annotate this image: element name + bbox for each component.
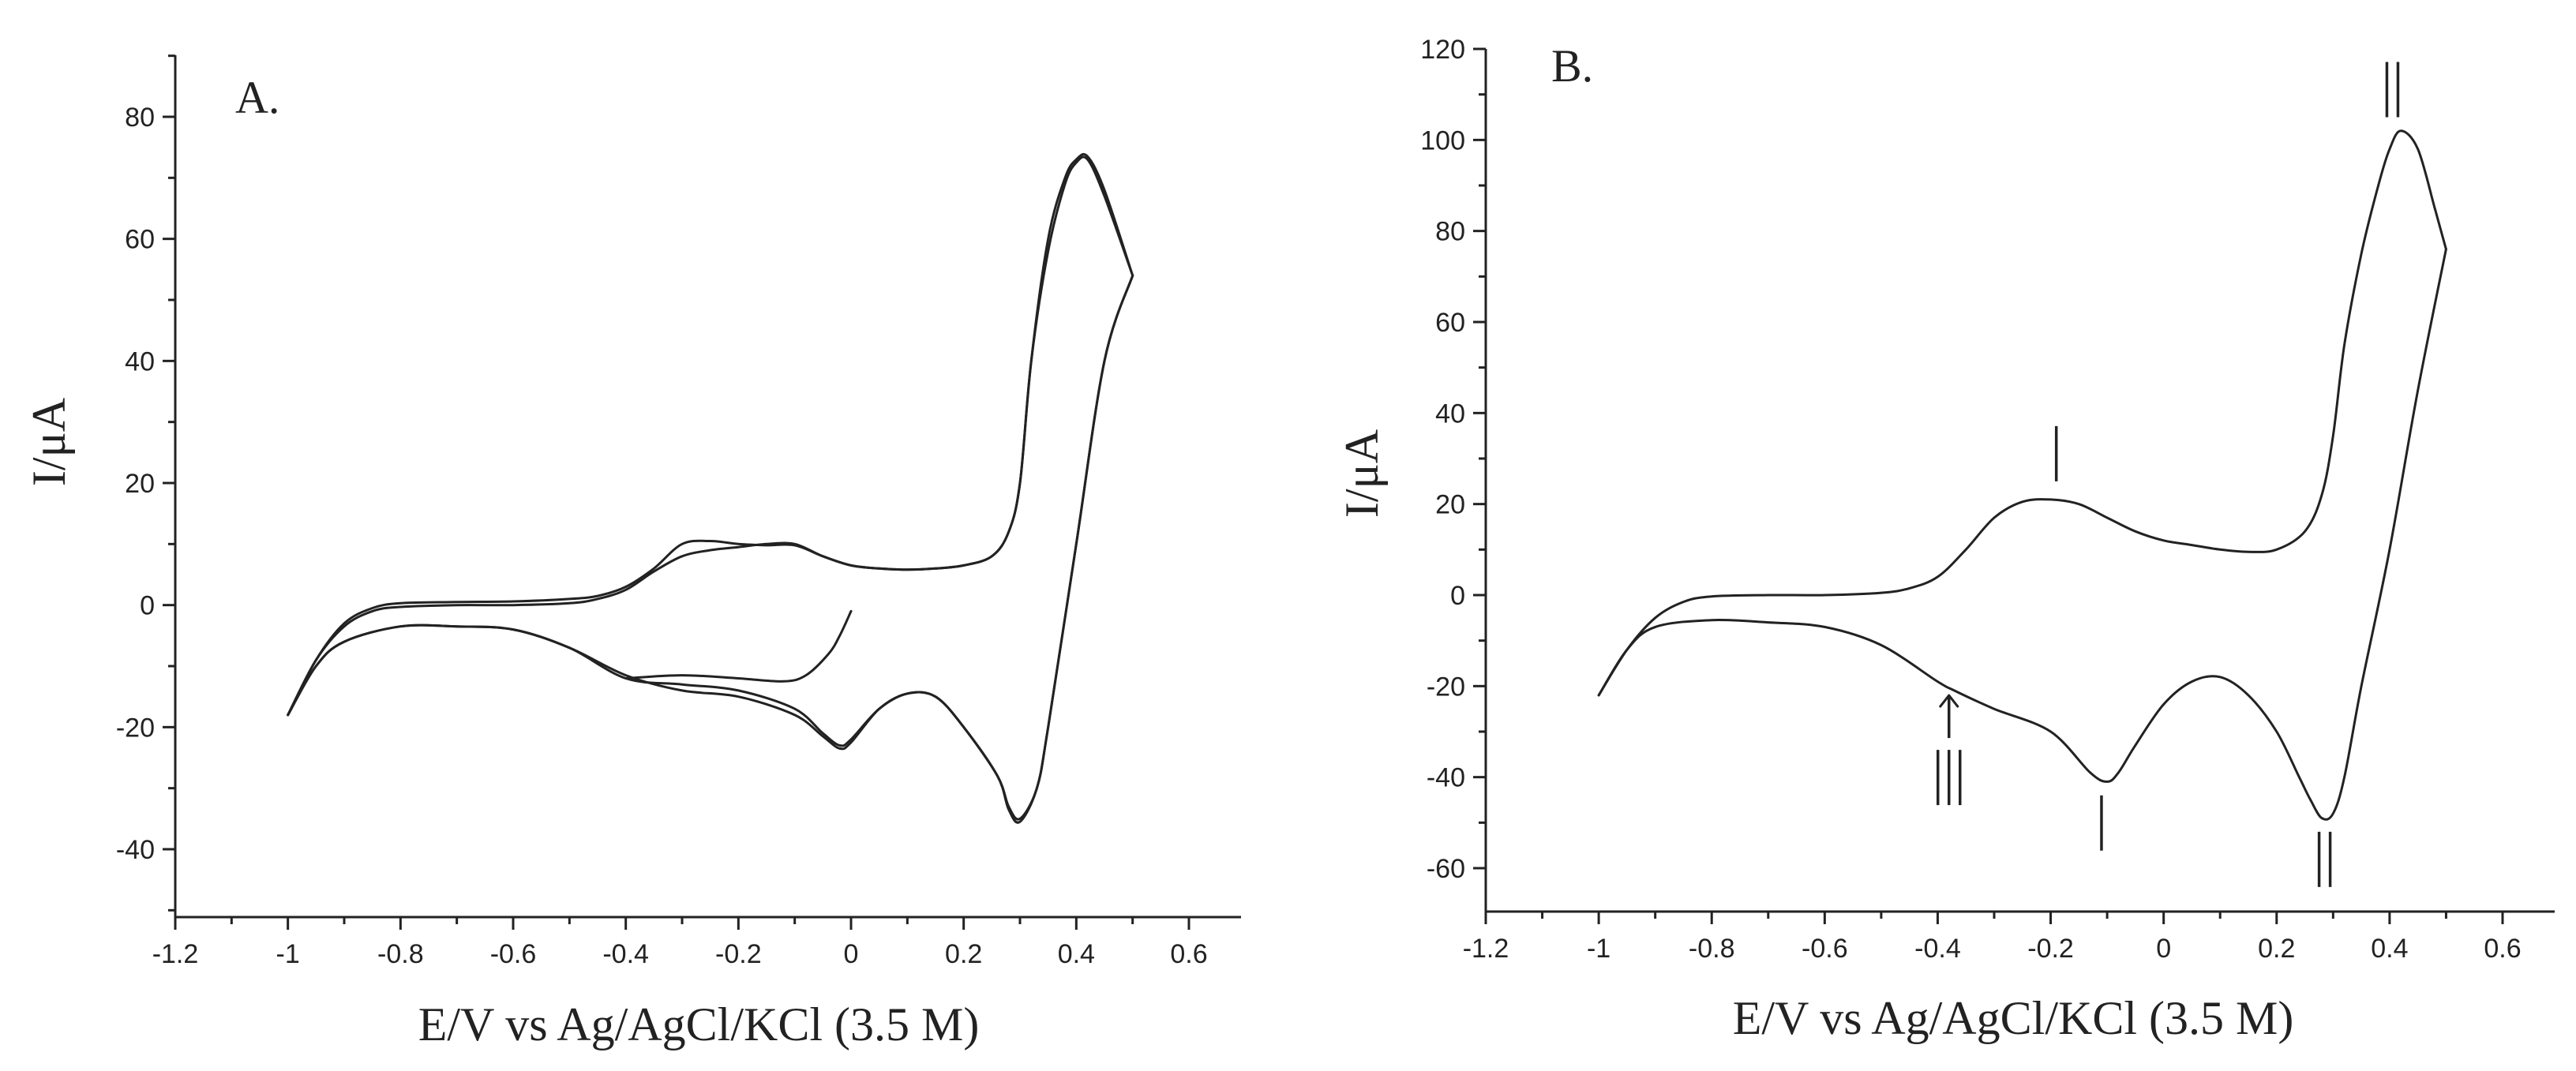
panel-a-y-tick-label: -20 bbox=[116, 713, 155, 743]
panel-b-y-tick-label: -20 bbox=[1427, 672, 1465, 702]
panel-a-label: A. bbox=[235, 72, 279, 123]
panel-a-y-tick-label: 40 bbox=[125, 346, 155, 376]
panel-a-x-tick-label: 0.4 bbox=[1058, 939, 1095, 969]
panel-a-series-5-line bbox=[624, 609, 853, 683]
panel-a-y-axis-title: I/μA bbox=[23, 398, 75, 486]
panel-a-x-tick-label: -0.8 bbox=[377, 939, 424, 969]
panel-a-x-tick-label: -0.6 bbox=[490, 939, 537, 969]
chart-panel-b: B. -1.2 -1 -0.8 -0.6 -0.4 -0.2 0 0.2 0.4 0.6 -60 -4… bbox=[1336, 35, 2555, 1044]
panel-a-x-axis-title: E/V vs Ag/AgCl/KCl (3.5 M) bbox=[418, 998, 980, 1050]
panel-a-curves bbox=[287, 152, 1134, 824]
panel-b-y-tick-label: -60 bbox=[1427, 854, 1465, 884]
panel-a-y-tick-label: 80 bbox=[125, 103, 155, 133]
panel-b-x-tick-label: 0.6 bbox=[2484, 934, 2521, 964]
panel-a-series-2-line bbox=[287, 155, 1134, 717]
panel-b-label: B. bbox=[1551, 40, 1593, 92]
panel-a-x-tick-label: -0.4 bbox=[602, 939, 649, 969]
panel-b-y-tick-label: 120 bbox=[1420, 35, 1465, 65]
panel-b-curves bbox=[1597, 129, 2447, 821]
panel-a-x-tick-label: -1.2 bbox=[152, 939, 199, 969]
panel-b-series-1-line bbox=[1597, 129, 2447, 697]
panel-b-annotation-4 bbox=[2317, 831, 2332, 887]
panel-a-x-tick-label: 0 bbox=[844, 939, 859, 969]
chart-panel-a: A. -1.2 -1 -0.8 -0.6 -0.4 -0.2 0 0.2 0.4 0.6 -40 -2… bbox=[23, 54, 1241, 1050]
panel-a-series-4-line bbox=[287, 274, 1134, 824]
panel-a-axes: -1.2 -1 -0.8 -0.6 -0.4 -0.2 0 0.2 0.4 0.6 -40 -20 0 2… bbox=[116, 54, 1241, 969]
panel-b-y-tick-label: 40 bbox=[1435, 399, 1465, 429]
panel-a-y-tick-label: 60 bbox=[125, 225, 155, 255]
panel-a-series-1-line bbox=[287, 152, 1134, 717]
panel-b-x-tick-label: 0.2 bbox=[2258, 934, 2295, 964]
panel-a-x-tick-label: 0.2 bbox=[945, 939, 982, 969]
panel-b-annotations bbox=[1937, 62, 2400, 887]
panel-b-x-tick-label: 0 bbox=[2156, 934, 2171, 964]
panel-a-y-tick-label: 0 bbox=[140, 591, 155, 621]
panel-b-annotation-arrowhead bbox=[1939, 694, 1959, 708]
panel-a-x-tick-label: -0.2 bbox=[715, 939, 762, 969]
panel-b-x-tick-label: -1.2 bbox=[1463, 934, 1509, 964]
panel-b-y-tick-label: 80 bbox=[1435, 217, 1465, 247]
panel-b-y-tick-label: 20 bbox=[1435, 490, 1465, 520]
panel-b-annotation-5 bbox=[1937, 694, 1962, 806]
panel-b-x-tick-label: -0.8 bbox=[1689, 934, 1735, 964]
panel-a-series-3-line bbox=[287, 274, 1134, 821]
panel-b-series-2-line bbox=[1597, 248, 2447, 821]
panel-b-annotation-2 bbox=[2385, 62, 2400, 118]
panel-b-x-axis-title: E/V vs Ag/AgCl/KCl (3.5 M) bbox=[1733, 992, 2294, 1044]
panel-b-x-tick-label: -1 bbox=[1587, 934, 1610, 964]
panel-a-y-tick-label: -40 bbox=[116, 835, 155, 865]
panel-a-y-tick-label: 20 bbox=[125, 469, 155, 499]
panel-b-x-tick-label: -0.2 bbox=[2027, 934, 2074, 964]
panel-b-y-tick-label: -40 bbox=[1427, 763, 1465, 793]
panel-b-x-tick-label: -0.6 bbox=[1802, 934, 1848, 964]
panel-b-y-tick-label: 0 bbox=[1450, 581, 1465, 611]
panel-b-x-tick-label: -0.4 bbox=[1914, 934, 1961, 964]
panel-b-x-tick-label: 0.4 bbox=[2371, 934, 2408, 964]
panel-b-axes: -1.2 -1 -0.8 -0.6 -0.4 -0.2 0 0.2 0.4 0.6 -60 -40 -2… bbox=[1420, 35, 2555, 964]
panel-a-x-tick-label: 0.6 bbox=[1170, 939, 1207, 969]
panel-a-x-tick-label: -1 bbox=[276, 939, 300, 969]
panel-b-y-tick-label: 100 bbox=[1420, 125, 1465, 155]
panel-b-y-axis-title: I/μA bbox=[1336, 429, 1388, 518]
panel-b-y-tick-label: 60 bbox=[1435, 308, 1465, 338]
